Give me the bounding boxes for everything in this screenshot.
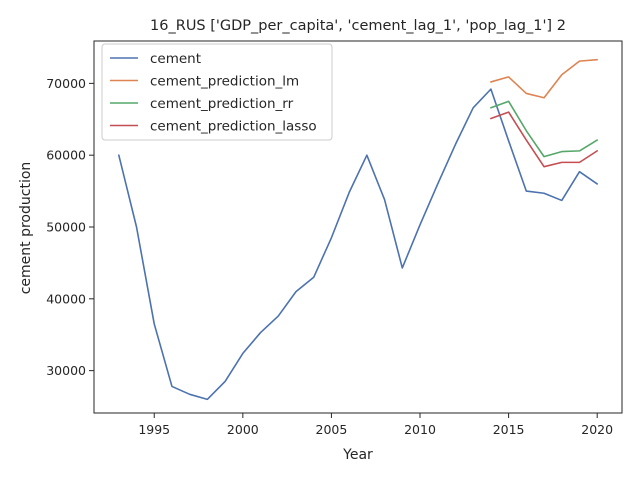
- y-axis: 30000 40000 50000 60000 70000: [46, 76, 94, 378]
- legend-entry-label: cement_prediction_rr: [150, 96, 294, 112]
- legend-entry-label: cement: [150, 51, 201, 67]
- x-tick-label: 2000: [227, 422, 259, 437]
- series-line-cement: [118, 88, 598, 401]
- y-tick-label: 50000: [46, 220, 86, 235]
- legend-entry-label: cement_prediction_lm: [150, 74, 299, 90]
- x-tick-label: 2010: [404, 422, 436, 437]
- y-tick-label: 40000: [46, 291, 86, 306]
- series-line-cement-prediction-lm: [490, 58, 598, 99]
- x-tick-label: 2020: [581, 422, 613, 437]
- x-tick-label: 2005: [316, 422, 348, 437]
- x-axis: 1995 2000 2005 2010 2015 2020: [138, 413, 613, 437]
- chart-title: 16_RUS ['GDP_per_capita', 'cement_lag_1'…: [150, 18, 566, 34]
- x-tick-label: 1995: [138, 422, 170, 437]
- y-tick-label: 70000: [46, 76, 86, 91]
- legend: cement cement_prediction_lm cement_predict…: [101, 43, 333, 141]
- series-line-cement-prediction-rr: [490, 100, 598, 158]
- y-tick-label: 30000: [46, 363, 86, 378]
- y-axis-label: cement production: [18, 162, 34, 295]
- x-tick-label: 2015: [493, 422, 525, 437]
- series-layer: [118, 58, 598, 401]
- series-line-cement-prediction-lasso: [490, 111, 598, 168]
- legend-box: [101, 43, 333, 141]
- legend-entry-label: cement_prediction_lasso: [150, 119, 317, 135]
- x-axis-label: Year: [342, 447, 373, 463]
- y-tick-label: 60000: [46, 148, 86, 163]
